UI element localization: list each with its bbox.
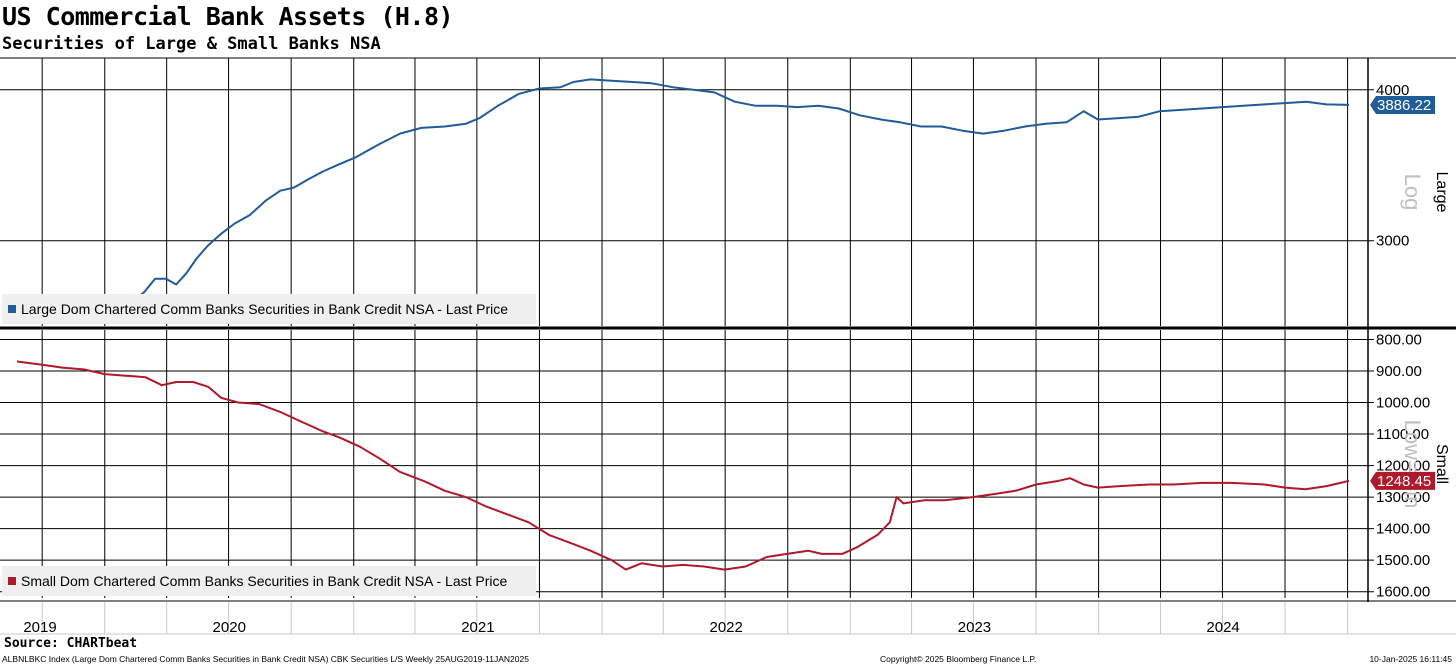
y-tick-label: 1000.00: [1376, 395, 1430, 412]
x-axis-year-label: 2022: [709, 619, 742, 636]
last-value-label: 1248.45: [1377, 473, 1431, 490]
legend-label: Large Dom Chartered Comm Banks Securitie…: [21, 301, 508, 317]
panel-small: 800.00 900.00 1000.00 1100.00 1200.00 1300.00…: [0, 331, 1450, 601]
last-value-tag: [1370, 471, 1435, 490]
y-tick-label: 1200.00: [1376, 458, 1430, 475]
chart-title: US Commercial Bank Assets (H.8): [2, 2, 454, 31]
legend-label: Small Dom Chartered Comm Banks Securitie…: [21, 573, 507, 589]
scale-watermark: Log: [1400, 174, 1425, 211]
footer-timestamp: 10-Jan-2025 16:11:45: [1369, 654, 1452, 664]
y-tick-label: 1600.00: [1376, 584, 1430, 601]
y-axis-title: Large: [1433, 172, 1450, 213]
last-value-label: 3886.22: [1377, 97, 1431, 114]
x-axis-year-label: 2019: [23, 619, 56, 636]
scale-watermark: Low=Min: [1400, 420, 1425, 509]
series-line: [16, 360, 1350, 571]
footer-copyright: Copyright© 2025 Bloomberg Finance L.P.: [880, 654, 1037, 664]
chart-grid: [0, 57, 1456, 602]
x-axis-year-label: 2023: [958, 619, 991, 636]
legend-box: [2, 294, 536, 324]
y-tick-label: 4000: [1376, 82, 1409, 99]
last-value-tag: [1370, 95, 1435, 114]
source-note: Source: CHARTbeat: [4, 636, 138, 651]
x-axis-year-label: 2020: [213, 619, 246, 636]
y-tick-label: 3000: [1376, 233, 1409, 250]
footer-ticker: ALBNLBKC Index (Large Dom Chartered Comm…: [2, 654, 529, 664]
series-line: [16, 78, 1350, 317]
x-axis: 2019 2020 2021 2022 2023 2024: [0, 602, 1456, 636]
y-tick-label: 1100.00: [1376, 426, 1429, 443]
x-axis-year-label: 2024: [1206, 619, 1239, 636]
y-tick-label: 800.00: [1376, 331, 1422, 348]
y-tick-label: 900.00: [1376, 363, 1422, 380]
y-tick-label: 1400.00: [1376, 521, 1430, 538]
y-tick-label: 1300.00: [1376, 489, 1430, 506]
x-axis-year-label: 2021: [461, 619, 494, 636]
y-axis-title: Small: [1433, 444, 1450, 484]
panel-large: 3000 4000 Log Large 3886.22 Large Dom Charter…: [0, 78, 1450, 324]
y-tick-label: 1500.00: [1376, 552, 1430, 569]
legend-box: [2, 566, 536, 596]
legend-swatch: [8, 577, 16, 585]
legend-swatch: [8, 305, 16, 313]
chart-subtitle: Securities of Large & Small Banks NSA: [2, 34, 381, 54]
